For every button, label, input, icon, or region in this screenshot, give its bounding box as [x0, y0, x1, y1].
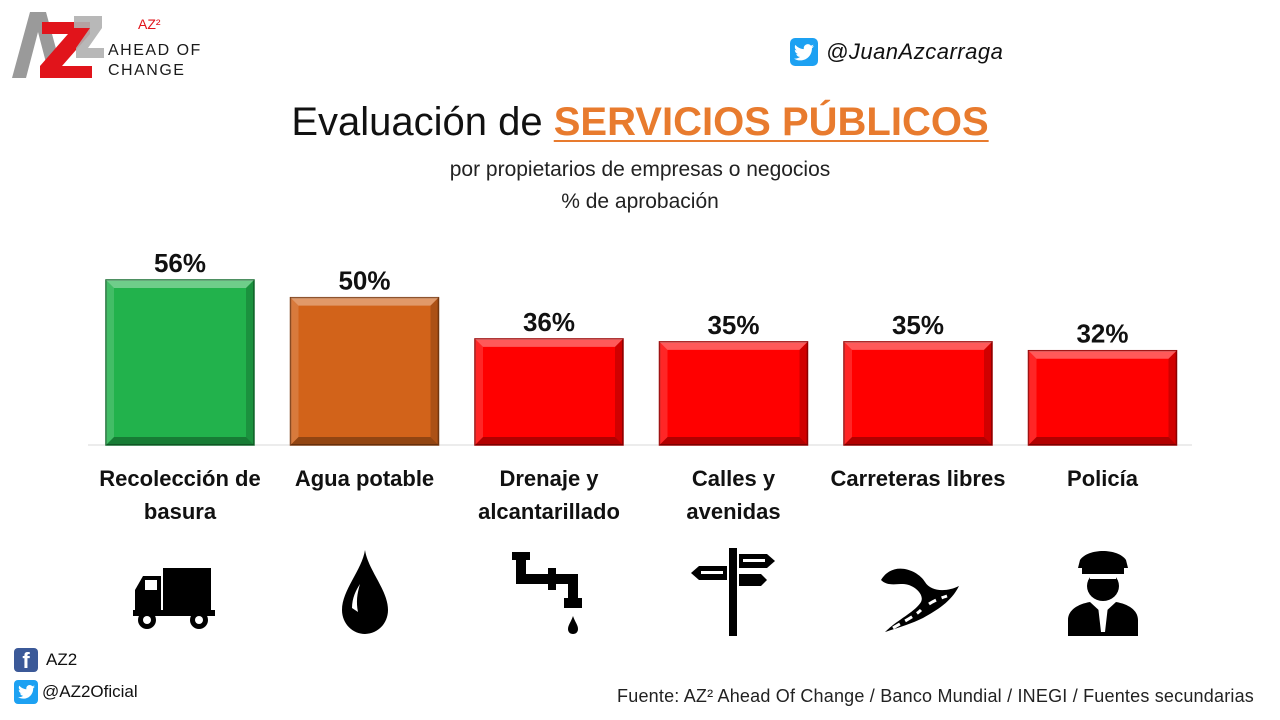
- category-label-line: Agua potable: [294, 466, 435, 491]
- bar-bevel: [1028, 437, 1177, 445]
- bar-4: [843, 341, 993, 446]
- bar-bevel: [984, 341, 992, 445]
- bar-rect: [105, 279, 255, 446]
- twitter-name-bottom: @AZ2Oficial: [42, 682, 138, 701]
- twitter-icon: [790, 38, 818, 66]
- truck-icon: [125, 540, 235, 640]
- az2-logo-mark: [12, 12, 104, 78]
- bar-rect: [1027, 349, 1178, 446]
- bar-bevel: [615, 338, 623, 445]
- az2-logo: AZ² AHEAD OF CHANGE: [12, 12, 202, 82]
- category-label: Carreteras libres: [823, 462, 1013, 495]
- logo-line-2: CHANGE: [108, 62, 186, 79]
- bar-bevel: [290, 297, 439, 306]
- bar-bevel: [659, 437, 808, 445]
- category-label: Drenaje y alcantarillado: [454, 462, 644, 528]
- category-label-line: Recolección de: [99, 466, 261, 491]
- category-label-line: Carreteras libres: [830, 466, 1006, 491]
- bar-bevel: [475, 437, 623, 445]
- bar-bevel: [844, 341, 992, 350]
- bar-bevel: [106, 280, 114, 445]
- bar-bevel: [799, 341, 808, 445]
- category-label-line: Drenaje y: [499, 466, 599, 491]
- bar-bevel: [246, 280, 254, 445]
- logo-az2-label: AZ²: [138, 16, 161, 32]
- bar-rect: [843, 341, 993, 446]
- bar-bevel: [475, 338, 623, 347]
- bar-rect: [658, 341, 809, 446]
- signpost-icon: [679, 540, 789, 640]
- chart-title-highlight: SERVICIOS PÚBLICOS: [553, 100, 989, 144]
- category-label: Agua potable: [270, 462, 460, 495]
- bar-bevel: [659, 341, 808, 350]
- category-label: Recolección de basura: [85, 462, 275, 528]
- bar-value-label: 35%: [892, 310, 944, 340]
- police-officer-icon: [1048, 540, 1158, 640]
- bar-bevel: [106, 437, 254, 445]
- bar-3: [658, 341, 809, 446]
- chart-title: Evaluación de SERVICIOS PÚBLICOS: [0, 100, 1280, 145]
- category-label-line: basura: [143, 499, 217, 524]
- bar-bevel: [1028, 350, 1177, 359]
- source-note: Fuente: AZ² Ahead Of Change / Banco Mund…: [617, 686, 1254, 706]
- logo-line-1: AHEAD OF: [108, 42, 202, 59]
- category-label-line: alcantarillado: [478, 499, 620, 524]
- bar-value-label: 36%: [523, 307, 575, 337]
- chart-subtitle: por propietarios de empresas o negocios: [449, 158, 831, 181]
- bar-rect: [289, 296, 440, 446]
- bar-0: [105, 279, 255, 446]
- chart-subtitle-unit: % de aprobación: [561, 190, 719, 213]
- chart-title-prefix: Evaluación de: [291, 100, 554, 144]
- category-label-line: avenidas: [686, 499, 781, 524]
- facebook-icon: f: [14, 648, 38, 672]
- twitter-handle-text: @JuanAzcarraga: [826, 39, 1004, 64]
- water-drop-icon: [310, 540, 420, 640]
- twitter-handle-top[interactable]: @JuanAzcarraga: [790, 36, 1003, 68]
- bar-bevel: [290, 297, 299, 445]
- bar-bevel: [659, 341, 668, 445]
- bar-value-label: 35%: [707, 310, 759, 340]
- bar-bevel: [475, 338, 483, 445]
- bar-bevel: [844, 437, 992, 445]
- bar-1: [289, 296, 440, 446]
- category-label-line: Calles y: [691, 466, 776, 491]
- category-label-line: Policía: [1067, 466, 1138, 491]
- faucet-pipe-icon: [494, 540, 604, 640]
- twitter-icon: [14, 680, 38, 704]
- road-icon: [863, 540, 973, 640]
- bar-bevel: [430, 297, 439, 445]
- bar-bevel: [1168, 350, 1177, 445]
- bar-bevel: [1028, 350, 1037, 445]
- bar-value-label: 50%: [338, 266, 390, 296]
- bar-2: [474, 338, 624, 446]
- bar-bevel: [290, 437, 439, 445]
- twitter-link-bottom[interactable]: @AZ2Oficial: [14, 680, 138, 704]
- facebook-name: AZ2: [46, 650, 78, 669]
- facebook-link[interactable]: f AZ2: [14, 648, 77, 672]
- bar-bevel: [106, 280, 254, 288]
- bar-5: [1027, 349, 1178, 446]
- bar-rect: [474, 338, 624, 446]
- category-label: Policía: [1008, 462, 1198, 495]
- bar-value-label: 32%: [1076, 319, 1128, 349]
- bar-bevel: [844, 341, 852, 445]
- category-label: Calles y avenidas: [639, 462, 829, 528]
- bar-value-label: 56%: [154, 248, 206, 278]
